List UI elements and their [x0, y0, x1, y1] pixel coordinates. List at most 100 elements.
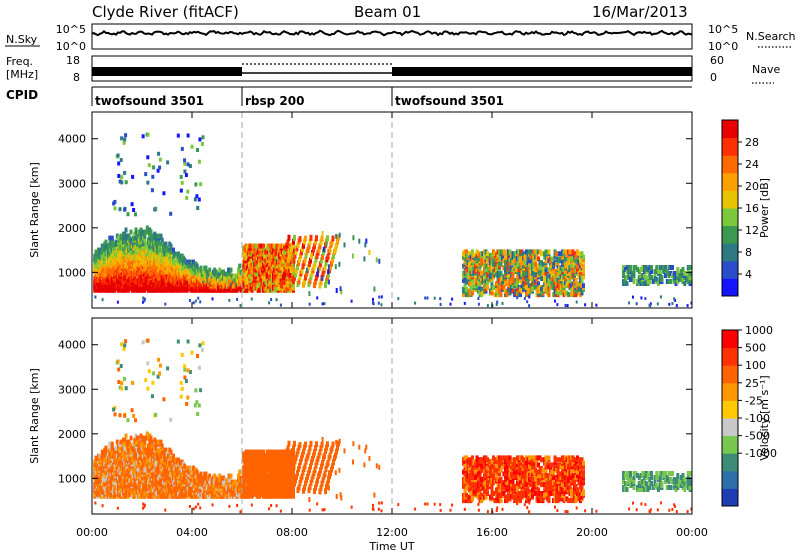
- power-echo-cell: [228, 299, 230, 302]
- power-echo-cell: [378, 302, 380, 305]
- power-echo-cell: [162, 191, 165, 195]
- power-echo-cell: [308, 291, 310, 296]
- power-echo-cell: [328, 280, 330, 285]
- power-echo-cell: [183, 170, 186, 174]
- nsearch-tick-bottom: 10^0: [708, 40, 738, 53]
- power-echo-cell: [131, 175, 134, 179]
- cpid-segment-label: twofsound 3501: [395, 94, 504, 108]
- power-echo-cell: [570, 292, 573, 297]
- power-echo-cell: [338, 262, 340, 267]
- power-echo-cell: [142, 297, 144, 300]
- power-echo-cell: [582, 264, 585, 269]
- power-echo-cell: [548, 249, 551, 254]
- power-echo-cell: [191, 145, 194, 149]
- power-echo-cell: [372, 301, 374, 304]
- power-echo-cell: [555, 251, 558, 256]
- power-echo-cell: [102, 298, 104, 301]
- power-echo-cell: [120, 158, 123, 162]
- power-echo-cell: [470, 285, 473, 290]
- power-echo-cell: [120, 136, 123, 140]
- power-echo-cell: [251, 298, 253, 301]
- power-echo-cell: [381, 295, 383, 298]
- power-echo-cell: [120, 175, 123, 179]
- power-colorbar-tick-label: 4: [745, 268, 752, 281]
- power-echo-cell: [626, 281, 629, 286]
- freq-tick-bottom: 8: [73, 71, 80, 84]
- power-echo-cell: [195, 194, 198, 198]
- power-ytick-label: 4000: [58, 133, 86, 146]
- power-echo-cell: [671, 265, 674, 270]
- power-echo-cell: [358, 239, 360, 244]
- power-echo-cell: [189, 299, 191, 302]
- power-echo-cell: [134, 212, 137, 216]
- power-echo-cell: [323, 247, 325, 252]
- freq-band-b: [392, 67, 692, 76]
- power-echo-cell: [321, 276, 323, 281]
- power-echo-cell: [689, 271, 692, 276]
- power-colorbar-tick-label: 16: [745, 202, 759, 215]
- power-echo-cell: [123, 141, 126, 145]
- power-echo-cell: [186, 190, 189, 194]
- power-colorbar-label: Power [dB]: [758, 178, 771, 238]
- power-echo-cell: [689, 265, 692, 270]
- power-colorbar-tick-label: 28: [745, 136, 759, 149]
- power-echo-cell: [496, 301, 498, 304]
- beam-title: Beam 01: [354, 3, 421, 21]
- power-echo-cell: [671, 302, 673, 305]
- power-echo-cell: [194, 182, 197, 186]
- power-echo-cell: [516, 296, 518, 299]
- power-echo-cell: [202, 135, 205, 139]
- power-echo-cell: [554, 300, 556, 303]
- power-colorbar-swatch: [722, 120, 738, 138]
- nsearch-label: N.Search: [746, 30, 796, 43]
- power-echo-cell: [152, 165, 155, 169]
- power-echo-cell: [434, 297, 436, 300]
- power-echo-cell: [584, 303, 586, 306]
- power-echo-cell: [500, 249, 503, 254]
- power-echo-cell: [124, 133, 127, 137]
- power-echo-cell: [325, 242, 327, 247]
- power-echo-cell: [339, 233, 341, 238]
- power-echo-cell: [629, 265, 632, 270]
- power-echo-cell: [551, 257, 554, 262]
- power-echo-cell: [131, 202, 134, 206]
- power-echo-cell: [181, 181, 184, 185]
- power-echo-cell: [427, 297, 429, 300]
- power-echo-cell: [240, 304, 242, 307]
- power-echo-cell: [486, 285, 489, 290]
- power-echo-cell: [335, 234, 337, 239]
- power-echo-cell: [304, 236, 307, 242]
- power-echo-cell: [649, 304, 651, 307]
- power-colorbar-tick-label: 8: [745, 246, 752, 259]
- power-echo-cell: [465, 287, 468, 292]
- freq-label-top: Freq.: [6, 55, 33, 68]
- power-echo-cell: [306, 268, 308, 273]
- power-echo-cell: [640, 296, 642, 299]
- power-echo-cell: [144, 172, 147, 176]
- power-echo-cell: [500, 262, 503, 267]
- power-echo-cell: [477, 297, 479, 300]
- power-ytick-label: 3000: [58, 177, 86, 190]
- power-echo-cell: [644, 297, 646, 300]
- power-echo-cell: [238, 264, 241, 269]
- power-echo-cell: [661, 275, 664, 280]
- power-ytick-label: 2000: [58, 222, 86, 235]
- power-colorbar-tick-label: 20: [745, 180, 759, 193]
- power-echo-cell: [127, 212, 130, 216]
- power-echo-cell: [280, 304, 282, 307]
- power-echo-cell: [123, 208, 126, 212]
- power-echo-cell: [397, 297, 399, 300]
- power-echo-cell: [181, 147, 184, 151]
- power-echo-cell: [177, 134, 180, 138]
- power-echo-cell: [311, 253, 313, 258]
- power-echo-cell: [326, 235, 329, 241]
- power-echo-cell: [512, 273, 515, 278]
- power-echo-cell: [288, 235, 291, 241]
- power-colorbar-swatch: [722, 208, 738, 226]
- freq-tick-top: 18: [66, 54, 80, 67]
- power-echo-cell: [322, 231, 324, 236]
- power-echo-cell: [180, 175, 183, 179]
